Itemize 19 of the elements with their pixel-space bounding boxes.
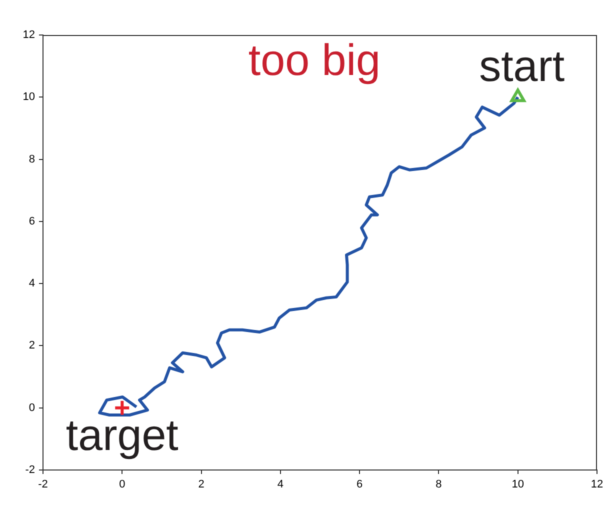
x-tick-label: 8 [436,478,442,491]
y-tick-label: -2 [25,464,35,476]
annotation: too big [248,36,381,85]
annotation: start [479,42,565,92]
x-tick-label: -2 [38,478,48,491]
y-tick-label: 0 [28,402,35,414]
y-tick-label: 10 [22,91,35,104]
y-tick-label: 12 [22,29,35,42]
x-tick-label: 12 [590,478,604,491]
x-tick-label: 4 [277,478,284,491]
y-tick-label: 6 [28,215,35,228]
y-tick-label: 2 [28,340,35,352]
y-tick-label: 8 [28,153,35,166]
y-tick-label: 4 [28,278,35,290]
annotation: target [66,410,178,460]
x-tick-label: 6 [356,478,363,491]
x-tick-label: 0 [119,478,126,491]
x-tick-label: 2 [198,478,204,491]
x-tick-label: 10 [512,478,524,491]
